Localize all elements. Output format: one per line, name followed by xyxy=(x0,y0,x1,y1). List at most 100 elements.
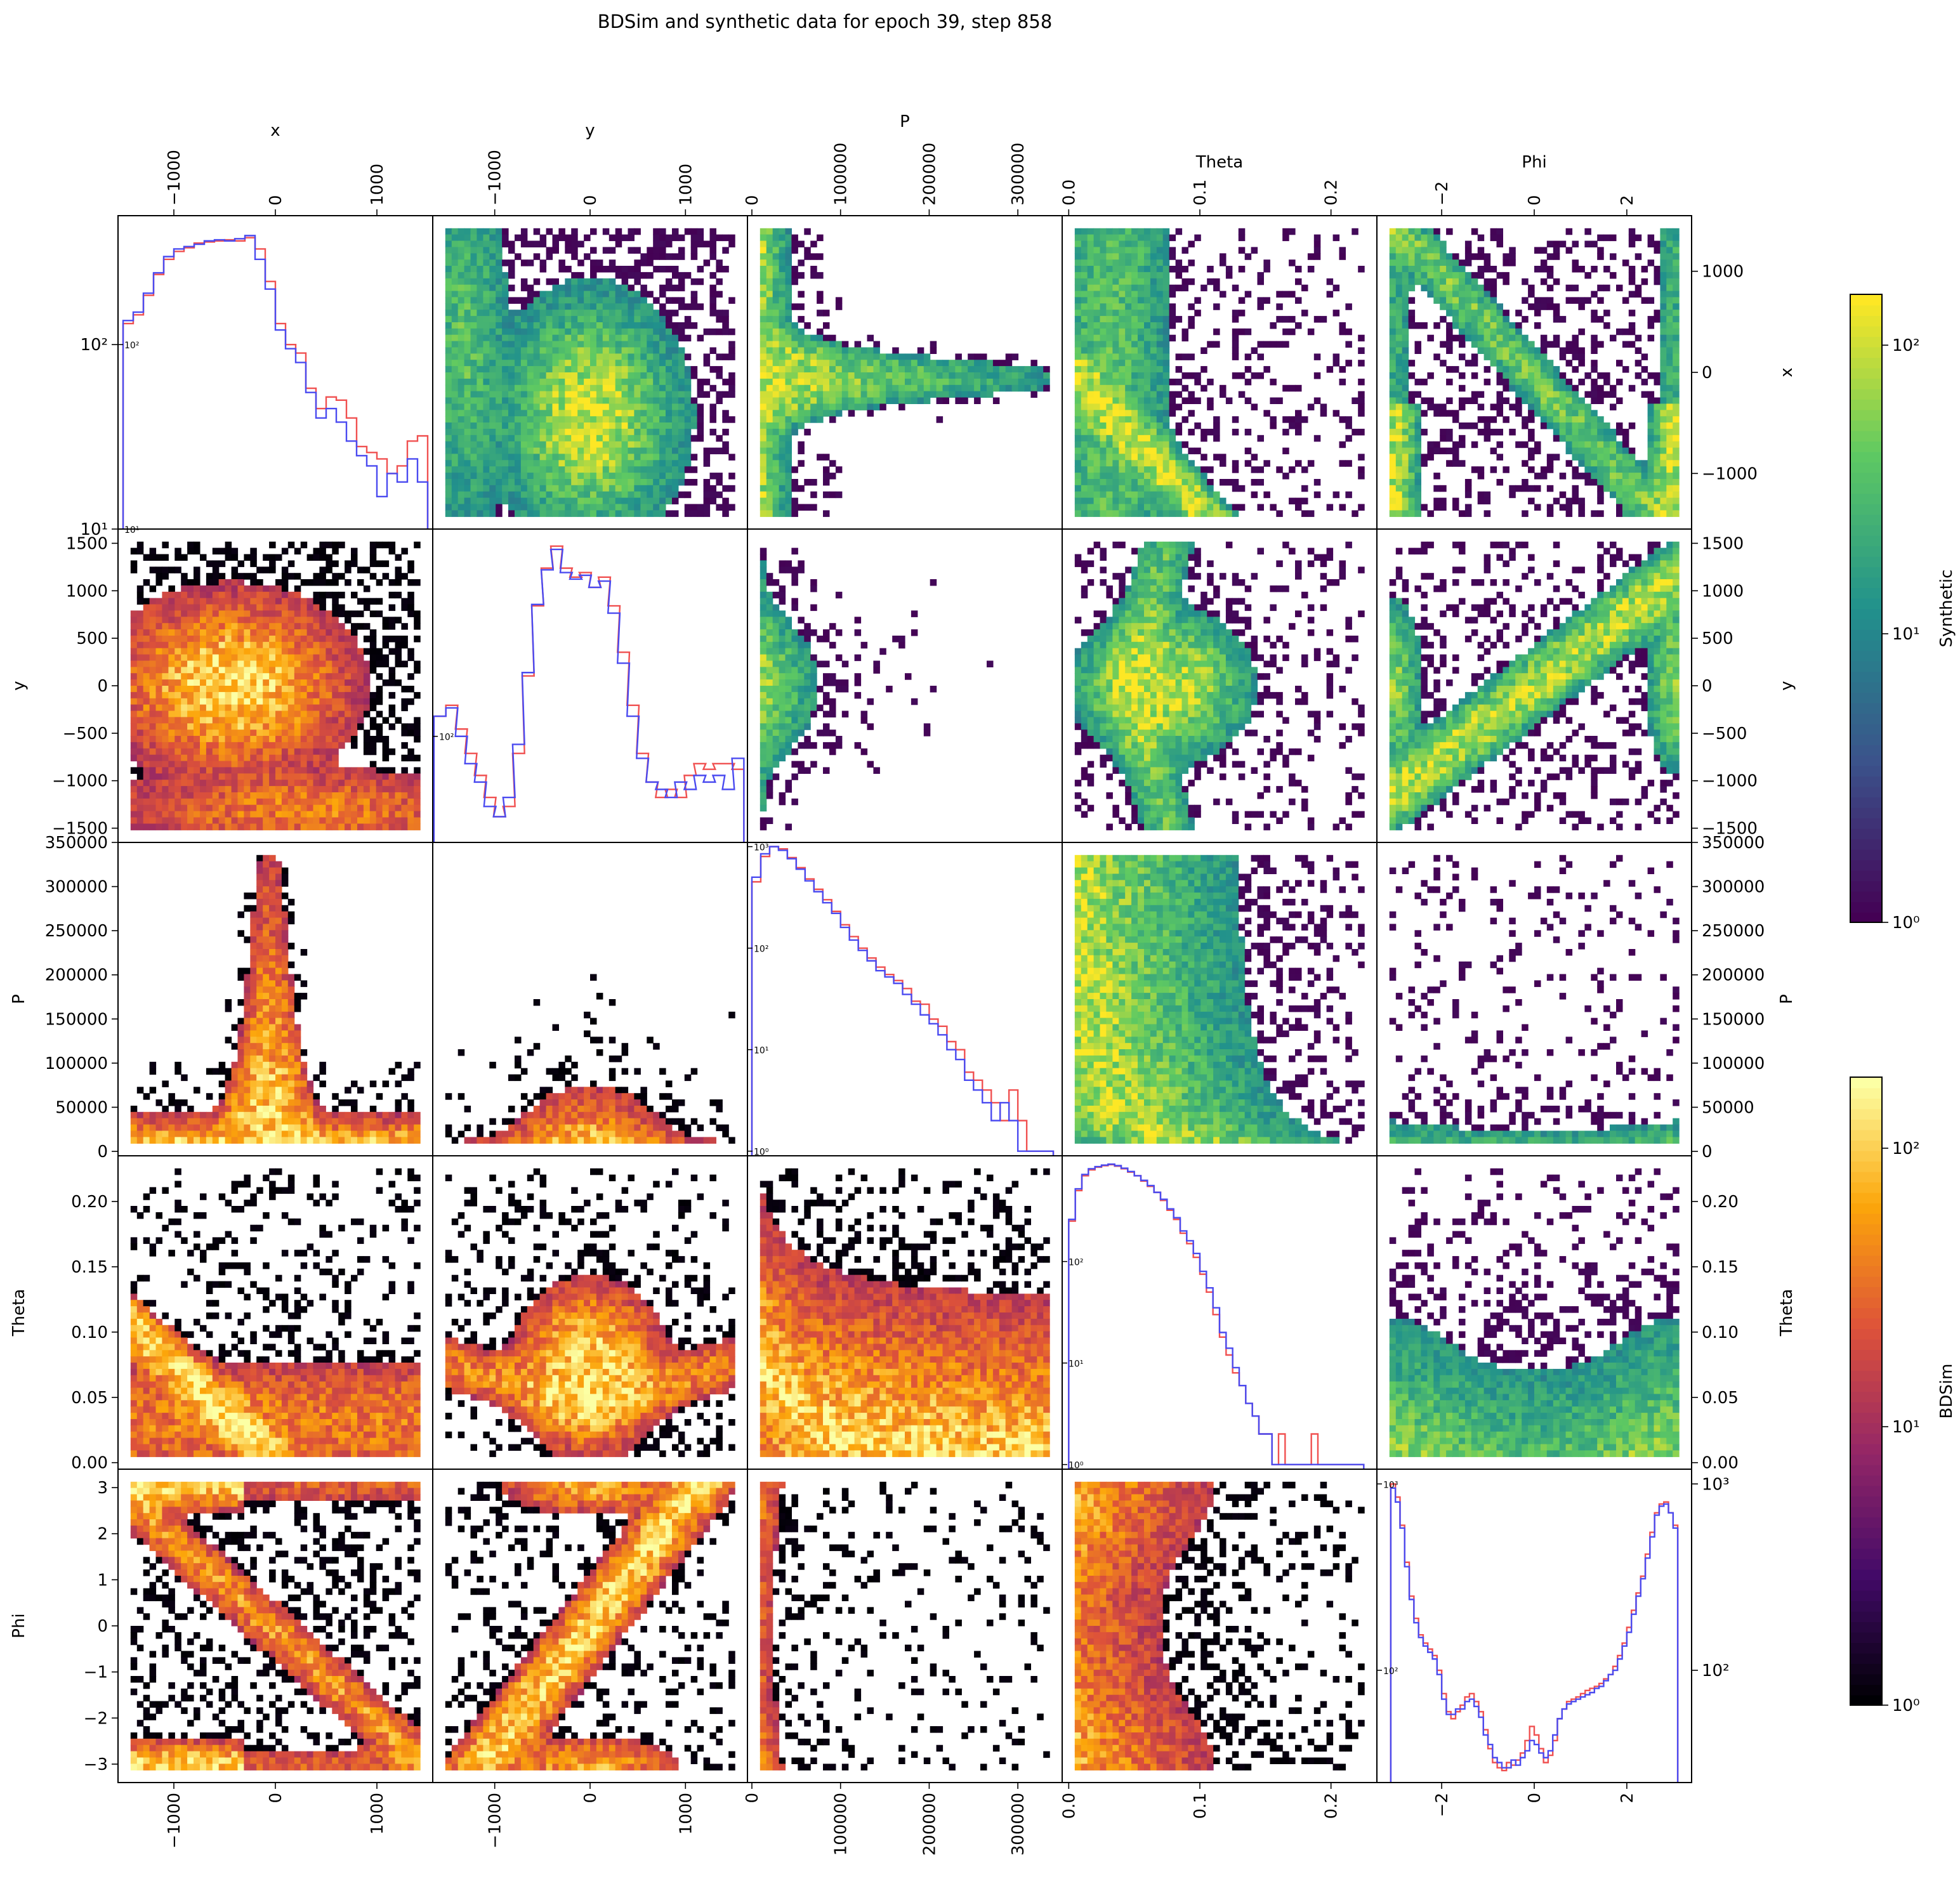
density-cell xyxy=(1648,372,1655,379)
density-cell xyxy=(628,416,635,423)
density-cell xyxy=(1157,322,1164,329)
density-cell xyxy=(1263,341,1270,348)
density-cell xyxy=(1660,435,1667,442)
density-cell xyxy=(1597,341,1604,348)
density-cell xyxy=(1339,247,1346,254)
density-cell xyxy=(1182,473,1189,480)
density-cell xyxy=(1169,473,1176,480)
density-cell xyxy=(1094,297,1101,304)
density-cell xyxy=(1415,504,1422,511)
density-cell xyxy=(1138,235,1145,242)
density-cell xyxy=(174,823,181,830)
density-cell xyxy=(534,416,541,423)
density-cell xyxy=(798,348,805,355)
density-cell xyxy=(1157,266,1164,273)
density-cell xyxy=(634,385,641,392)
density-cell xyxy=(1088,253,1095,260)
density-cell xyxy=(584,485,591,492)
density-cell xyxy=(886,360,893,367)
density-cell xyxy=(515,510,522,517)
density-cell xyxy=(156,610,163,617)
density-cell xyxy=(1547,285,1554,292)
density-cell xyxy=(779,510,786,517)
density-cell xyxy=(508,429,515,436)
density-cell xyxy=(1144,353,1151,360)
density-cell xyxy=(1094,360,1101,367)
density-cell xyxy=(1528,303,1535,310)
density-cell xyxy=(168,736,175,743)
density-cell xyxy=(659,266,666,273)
density-cell xyxy=(666,322,673,329)
density-cell xyxy=(1648,316,1655,323)
density-cell xyxy=(603,310,610,317)
density-cell xyxy=(622,498,629,505)
density-cell xyxy=(1629,485,1636,492)
density-cell xyxy=(156,780,163,787)
density-cell xyxy=(1572,385,1579,392)
density-cell xyxy=(634,360,641,367)
density-cell xyxy=(924,353,931,360)
density-cell xyxy=(131,799,138,806)
density-cell xyxy=(615,422,622,429)
density-cell xyxy=(508,485,515,492)
density-cell xyxy=(836,398,843,405)
density-cell xyxy=(502,329,509,336)
density-cell xyxy=(1106,253,1113,260)
density-cell xyxy=(603,335,610,342)
density-cell xyxy=(1150,228,1157,235)
density-cell xyxy=(634,353,641,360)
density-cell xyxy=(1106,322,1113,329)
density-cell xyxy=(1459,329,1466,336)
density-cell xyxy=(640,398,647,405)
density-cell xyxy=(943,372,950,379)
density-cell xyxy=(666,498,673,505)
density-cell xyxy=(1673,448,1680,455)
density-cell xyxy=(848,379,855,386)
density-cell xyxy=(1075,335,1082,342)
density-cell xyxy=(1100,335,1107,342)
density-cell xyxy=(596,266,603,273)
density-cell xyxy=(540,492,547,499)
density-cell xyxy=(1534,322,1541,329)
density-cell xyxy=(1440,266,1447,273)
density-cell xyxy=(1006,385,1013,392)
density-cell xyxy=(1263,460,1270,467)
density-cell xyxy=(1390,435,1397,442)
density-cell xyxy=(1390,272,1397,279)
density-cell xyxy=(609,329,616,336)
density-cell xyxy=(760,442,767,448)
density-cell xyxy=(483,479,490,486)
density-cell xyxy=(553,416,560,423)
density-cell xyxy=(1075,329,1082,336)
density-cell xyxy=(1390,335,1397,342)
density-cell xyxy=(489,235,496,242)
density-cell xyxy=(716,266,723,273)
density-cell xyxy=(798,372,805,379)
density-cell xyxy=(1666,410,1673,417)
density-cell xyxy=(653,329,660,336)
density-cell xyxy=(659,379,666,386)
density-cell xyxy=(1112,329,1119,336)
density-cell xyxy=(1648,485,1655,492)
density-cell xyxy=(577,385,584,392)
density-cell xyxy=(452,266,459,273)
density-cell xyxy=(628,329,635,336)
density-cell xyxy=(577,278,584,285)
density-cell xyxy=(640,372,647,379)
density-cell xyxy=(1100,479,1107,486)
density-cell xyxy=(1572,391,1579,398)
density-cell xyxy=(1484,416,1491,423)
density-cell xyxy=(672,372,679,379)
density-cell xyxy=(1396,253,1403,260)
density-cell xyxy=(672,272,679,279)
density-cell xyxy=(1648,460,1655,467)
density-cell xyxy=(162,566,169,573)
density-cell xyxy=(477,473,483,480)
density-cell xyxy=(1112,322,1119,329)
density-cell xyxy=(502,348,509,355)
density-cell xyxy=(628,335,635,342)
density-cell xyxy=(760,297,767,304)
density-cell xyxy=(1402,504,1409,511)
density-cell xyxy=(685,492,692,499)
